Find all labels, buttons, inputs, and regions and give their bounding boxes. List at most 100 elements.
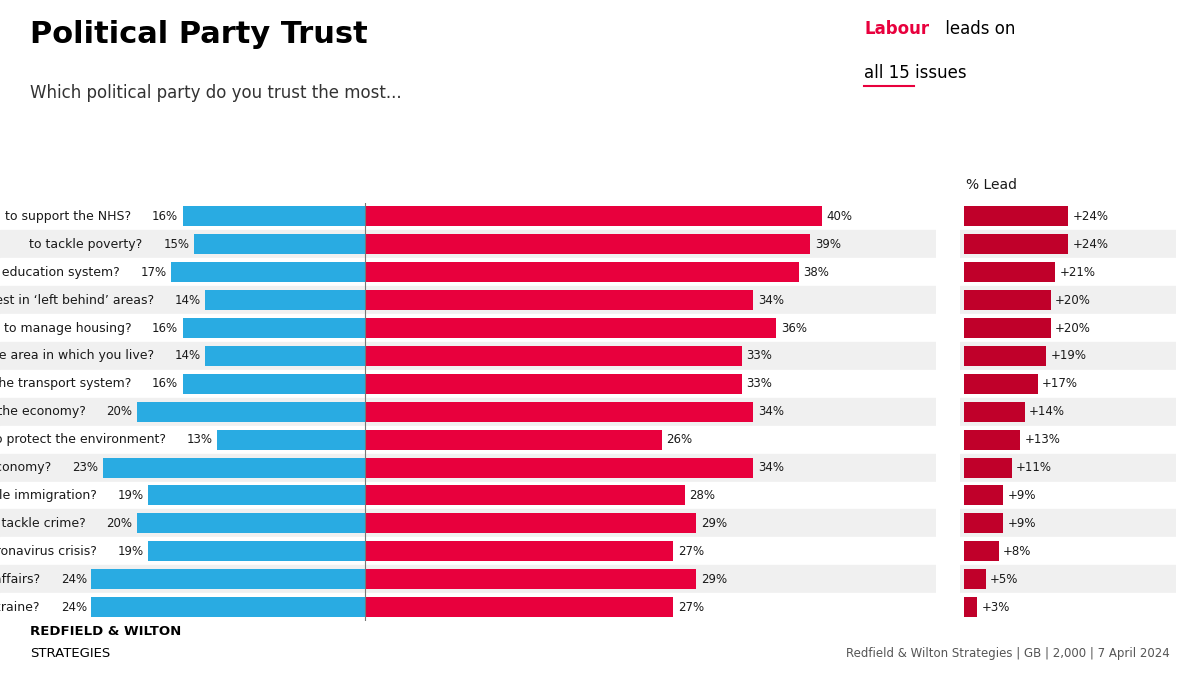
Bar [965, 458, 1012, 478]
Text: to protect the environment?: to protect the environment? [0, 433, 166, 446]
Bar [365, 234, 810, 254]
Bar [365, 569, 696, 589]
Bar [0, 398, 936, 426]
Bar [0, 259, 936, 286]
Text: 16%: 16% [152, 210, 178, 223]
Bar [0, 510, 936, 537]
Text: +9%: +9% [1008, 489, 1036, 502]
Bar [205, 290, 365, 310]
Bar [965, 402, 1025, 422]
Text: 29%: 29% [701, 572, 727, 586]
Bar [0, 481, 936, 510]
Bar [965, 374, 1038, 394]
Bar [365, 402, 754, 422]
Text: +9%: +9% [1008, 517, 1036, 530]
Bar [960, 593, 1176, 621]
Text: 38%: 38% [804, 266, 829, 279]
Text: +13%: +13% [1025, 433, 1061, 446]
Bar [0, 426, 936, 454]
Bar [960, 259, 1176, 286]
Text: to manage housing?: to manage housing? [4, 321, 131, 335]
Bar [172, 262, 365, 282]
Text: 14%: 14% [175, 350, 200, 362]
Bar [365, 458, 754, 478]
Bar [0, 537, 936, 565]
Text: +17%: +17% [1042, 377, 1078, 390]
Bar [365, 374, 742, 394]
Bar [960, 426, 1176, 454]
Bar [960, 202, 1176, 230]
Bar [960, 286, 1176, 314]
Bar [91, 569, 365, 589]
Bar [194, 234, 365, 254]
Bar [217, 429, 365, 450]
Text: 16%: 16% [152, 377, 178, 390]
Text: Political Party Trust: Political Party Trust [30, 20, 367, 49]
Text: 14%: 14% [175, 294, 200, 306]
Text: to invest in ‘left behind’ areas?: to invest in ‘left behind’ areas? [0, 294, 154, 306]
Text: +8%: +8% [1003, 545, 1032, 558]
Text: to support the education system?: to support the education system? [0, 266, 120, 279]
Text: to respond to the coronavirus crisis?: to respond to the coronavirus crisis? [0, 545, 97, 558]
Text: 28%: 28% [690, 489, 715, 502]
Text: +3%: +3% [982, 601, 1010, 614]
Text: to ‘level up’ the area in which you live?: to ‘level up’ the area in which you live… [0, 350, 154, 362]
Bar [0, 593, 936, 621]
Text: 34%: 34% [758, 294, 784, 306]
Text: to tackle crime?: to tackle crime? [0, 517, 85, 530]
Bar [960, 537, 1176, 565]
Text: to support the NHS?: to support the NHS? [5, 210, 131, 223]
Text: Labour: Labour [864, 20, 929, 38]
Text: REDFIELD & WILTON: REDFIELD & WILTON [30, 625, 181, 638]
Bar [365, 429, 662, 450]
Text: to manage foreign affairs?: to manage foreign affairs? [0, 572, 40, 586]
Bar [965, 597, 977, 617]
Bar [137, 402, 365, 422]
Bar [965, 234, 1068, 254]
Bar [365, 262, 799, 282]
Bar [365, 318, 776, 338]
Bar [0, 286, 936, 314]
Bar [965, 429, 1020, 450]
Bar [0, 314, 936, 342]
Text: 27%: 27% [678, 545, 704, 558]
Text: +5%: +5% [990, 572, 1019, 586]
Text: 36%: 36% [781, 321, 806, 335]
Bar [965, 207, 1068, 227]
Text: 33%: 33% [746, 377, 773, 390]
Bar [965, 318, 1051, 338]
Text: +20%: +20% [1055, 294, 1091, 306]
Bar [960, 565, 1176, 593]
Bar [365, 513, 696, 533]
Text: 40%: 40% [827, 210, 852, 223]
Bar [960, 342, 1176, 370]
Bar [965, 485, 1003, 506]
Text: +24%: +24% [1073, 238, 1109, 251]
Bar [365, 290, 754, 310]
Bar [965, 513, 1003, 533]
Text: +11%: +11% [1016, 461, 1052, 474]
Text: 27%: 27% [678, 601, 704, 614]
Bar [365, 597, 673, 617]
Bar [0, 454, 936, 481]
Bar [365, 485, 685, 506]
Bar [960, 230, 1176, 259]
Text: 19%: 19% [118, 489, 144, 502]
Bar [960, 398, 1176, 426]
Bar [0, 565, 936, 593]
Bar [91, 597, 365, 617]
Text: all 15 issues: all 15 issues [864, 64, 967, 82]
Bar [365, 541, 673, 562]
Text: 33%: 33% [746, 350, 773, 362]
Text: +14%: +14% [1030, 405, 1066, 418]
Bar [0, 230, 936, 259]
Text: to manage and improve the transport system?: to manage and improve the transport syst… [0, 377, 131, 390]
Bar [960, 314, 1176, 342]
Text: % Lead: % Lead [966, 178, 1018, 192]
Bar [149, 541, 365, 562]
Bar [103, 458, 365, 478]
Text: to tackle poverty?: to tackle poverty? [30, 238, 143, 251]
Bar [965, 262, 1055, 282]
Bar [182, 374, 365, 394]
Text: 39%: 39% [815, 238, 841, 251]
